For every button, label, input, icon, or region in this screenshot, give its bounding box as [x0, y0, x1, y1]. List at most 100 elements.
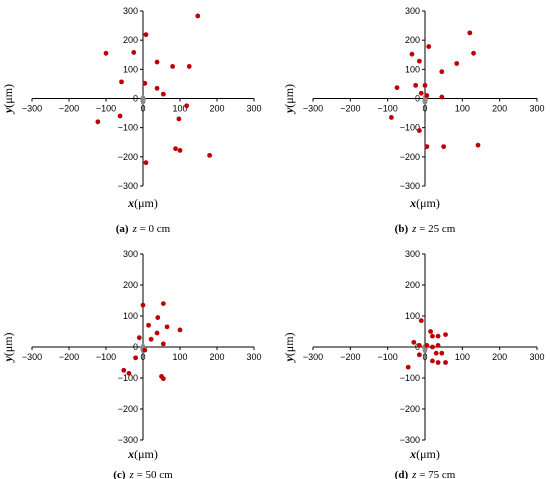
- y-tick-label: 100: [123, 311, 138, 321]
- caption-var: z: [411, 469, 417, 479]
- panel-b: −300 −200 −100 0 100 200 3003002001000−100−200…: [282, 6, 545, 235]
- data-point: [164, 324, 170, 330]
- caption-var: z: [411, 223, 417, 235]
- data-point: [160, 341, 166, 347]
- y-tick-label: 200: [123, 35, 138, 45]
- data-point: [140, 302, 146, 308]
- data-point: [424, 144, 430, 150]
- data-point: [428, 329, 433, 334]
- x-tick-label: 0: [140, 104, 145, 114]
- data-point: [173, 146, 178, 152]
- y-tick-label: −200: [118, 152, 138, 162]
- data-point: [443, 360, 448, 365]
- caption-label: (b): [395, 223, 409, 235]
- x-tick-label: −200: [59, 104, 79, 114]
- data-point: [405, 364, 411, 370]
- data-point: [418, 318, 424, 324]
- data-point: [435, 343, 441, 348]
- y-axis-title: y(μm): [282, 84, 296, 115]
- y-axis-unit: (μm): [1, 84, 15, 108]
- y-axis-unit: (μm): [282, 84, 296, 108]
- x-tick-label: 0: [422, 104, 427, 114]
- y-tick-label: 300: [405, 6, 420, 16]
- data-point: [103, 50, 109, 56]
- data-point: [131, 50, 137, 55]
- data-point: [186, 64, 192, 69]
- data-point: [154, 85, 160, 91]
- x-tick-label: −100: [96, 104, 116, 114]
- y-axis-var: y: [1, 356, 15, 364]
- y-tick-label: 100: [123, 64, 138, 74]
- panel-caption: (b) z = 25 cm: [395, 223, 456, 235]
- x-tick-label: 100: [172, 104, 187, 114]
- x-tick-label: −300: [22, 352, 42, 362]
- data-point: [142, 347, 148, 353]
- x-tick-label: 300: [246, 352, 261, 362]
- data-point: [418, 90, 424, 96]
- y-tick-label: 0: [415, 342, 420, 352]
- x-tick-label: 300: [246, 104, 261, 114]
- x-tick-label: −100: [378, 352, 398, 362]
- panel-c: −300 −200 −100 0 100 200 300 300 200 100 0 −100 −200…: [1, 249, 262, 479]
- data-point: [409, 51, 415, 57]
- data-point: [148, 336, 154, 342]
- x-axis-var: x: [409, 196, 416, 210]
- x-axis-var: x: [127, 447, 134, 461]
- data-point: [143, 32, 149, 38]
- data-point: [117, 113, 123, 119]
- panel-d: −300 −200 −100 0 100 200 300 300 200 100 0 −100 −200…: [282, 249, 545, 479]
- x-axis-title: x(μm): [409, 447, 440, 461]
- panel-a: −300 −200 −100 0 100 200 3003002001000−100−200…: [1, 6, 262, 235]
- x-tick-label: −200: [340, 104, 360, 114]
- y-tick-label: 200: [123, 280, 138, 290]
- x-tick-label: 100: [455, 352, 470, 362]
- data-point: [119, 79, 124, 85]
- data-point: [430, 344, 435, 350]
- y-axis-title: y(μm): [1, 332, 15, 363]
- caption-label: (a): [116, 223, 129, 235]
- data-point: [146, 322, 151, 328]
- data-point: [443, 332, 448, 337]
- data-point: [389, 115, 394, 120]
- x-tick-label: 0: [140, 352, 145, 362]
- y-tick-label: −200: [118, 404, 138, 414]
- data-point: [136, 335, 142, 341]
- data-point: [441, 144, 447, 150]
- y-tick-label: −300: [400, 181, 420, 191]
- y-tick-label: 300: [405, 249, 420, 259]
- data-point: [467, 30, 473, 36]
- data-point: [439, 69, 445, 75]
- x-tick-label: 0: [422, 352, 427, 362]
- caption-var: z: [129, 469, 135, 479]
- data-point: [430, 358, 435, 364]
- data-point: [160, 301, 166, 306]
- data-point: [435, 360, 441, 365]
- data-point: [424, 93, 430, 98]
- x-tick-label: −300: [22, 104, 42, 114]
- caption-text: = 0 cm: [137, 223, 171, 235]
- x-tick-label: 300: [529, 104, 544, 114]
- y-axis-title: y(μm): [1, 84, 15, 115]
- y-tick-label: 0: [133, 94, 138, 104]
- origin-marker: [140, 94, 146, 105]
- caption-var: z: [132, 223, 138, 235]
- x-tick-label: 200: [209, 352, 224, 362]
- data-point: [417, 352, 422, 358]
- data-point: [184, 103, 190, 109]
- x-axis-var: x: [127, 196, 134, 210]
- data-point: [417, 343, 422, 348]
- y-tick-label: −300: [400, 435, 420, 445]
- data-point: [417, 128, 422, 133]
- data-point: [426, 44, 432, 49]
- data-point: [430, 333, 435, 339]
- x-tick-label: 100: [172, 352, 187, 362]
- y-tick-label: −200: [400, 152, 420, 162]
- data-point: [475, 142, 481, 148]
- y-tick-label: 0: [415, 94, 420, 104]
- x-tick-label: −200: [340, 352, 360, 362]
- panel-caption: (d) z = 75 cm: [395, 469, 456, 479]
- x-axis-unit: (μm): [134, 196, 158, 210]
- x-tick-label: 200: [492, 352, 507, 362]
- data-point: [422, 82, 428, 88]
